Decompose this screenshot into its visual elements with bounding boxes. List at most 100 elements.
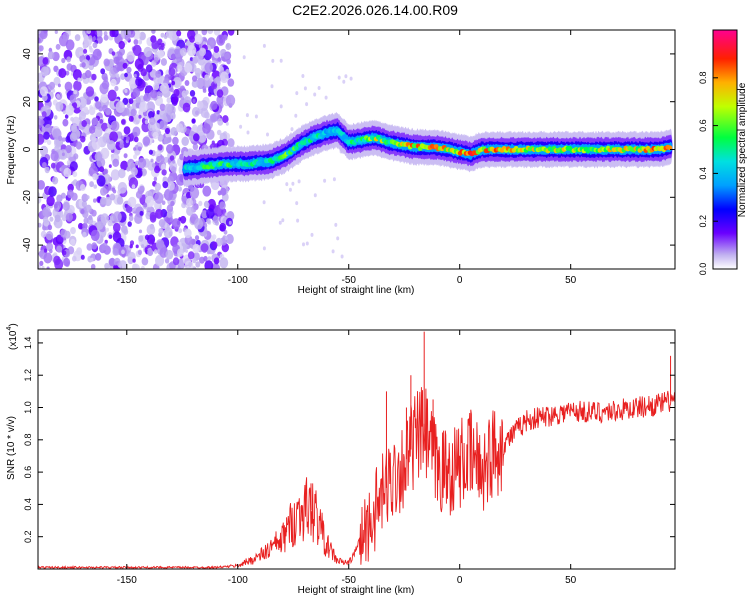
noise-blob: [163, 188, 174, 201]
noise-blob: [73, 80, 82, 92]
noise-blob: [301, 74, 305, 78]
noise-blob: [127, 196, 137, 208]
noise-blob: [65, 104, 75, 116]
noise-blob: [170, 166, 177, 174]
noise-blob: [310, 232, 314, 237]
noise-blob: [217, 57, 222, 62]
noise-blob: [225, 94, 236, 107]
x-tick-label: 50: [565, 575, 577, 586]
noise-blob: [90, 257, 94, 262]
spectrogram-y-ticks: -40 -20 0 20 40: [22, 48, 675, 252]
noise-blob: [225, 121, 229, 126]
snr-marks: [38, 331, 675, 569]
noise-blob: [48, 81, 56, 90]
noise-blob: [224, 212, 228, 217]
noise-blob: [172, 96, 179, 105]
noise-blob: [170, 127, 178, 136]
noise-blob: [70, 238, 76, 246]
noise-blob: [108, 234, 113, 239]
noise-blob: [39, 260, 44, 266]
noise-blob: [107, 89, 117, 102]
noise-blob: [204, 201, 210, 209]
noise-blob: [157, 144, 163, 151]
y-tick-label: 1.2: [23, 369, 33, 382]
noise-blob: [334, 222, 338, 227]
noise-blob: [72, 116, 80, 127]
noise-blob: [62, 32, 70, 41]
noise-blob: [210, 100, 218, 110]
noise-blob: [113, 211, 122, 223]
noise-blob: [39, 145, 49, 156]
noise-blob: [38, 222, 42, 228]
x-tick-label: -50: [342, 575, 357, 586]
noise-blob: [151, 163, 156, 168]
noise-blob: [137, 39, 143, 45]
noise-blob: [55, 43, 61, 50]
noise-blob: [49, 216, 54, 222]
x-tick-label: -50: [342, 275, 357, 286]
noise-blob: [220, 187, 227, 196]
noise-blob: [56, 93, 61, 99]
noise-blob: [69, 94, 77, 104]
noise-blob: [212, 241, 218, 249]
noise-blob: [50, 162, 56, 169]
noise-blob: [139, 185, 145, 193]
noise-blob: [54, 214, 61, 223]
noise-blob: [66, 56, 72, 63]
noise-blob: [161, 200, 166, 205]
noise-blob: [195, 50, 204, 61]
noise-blob: [201, 30, 208, 36]
noise-blob: [137, 157, 147, 169]
x-tick-label: 0: [457, 275, 463, 286]
noise-blob: [115, 101, 126, 113]
noise-blob: [202, 185, 212, 197]
noise-blob: [85, 204, 92, 213]
noise-blob: [143, 46, 152, 58]
noise-blob: [53, 115, 58, 120]
noise-blob: [53, 76, 61, 86]
noise-blob: [55, 101, 64, 112]
noise-blob: [227, 138, 235, 148]
noise-blob: [102, 132, 111, 144]
noise-blob: [159, 103, 166, 112]
noise-blob: [202, 123, 211, 134]
snr-y-ticks: 0.2 0.4 0.6 0.8 1.0 1.2 1.4: [23, 337, 675, 543]
noise-blob: [163, 156, 169, 163]
noise-blob: [53, 221, 57, 226]
noise-blob: [213, 257, 220, 265]
noise-blob: [129, 244, 133, 249]
noise-blob: [148, 111, 154, 119]
noise-blob: [126, 51, 135, 62]
noise-blob: [74, 34, 81, 42]
noise-blob: [164, 103, 173, 114]
noise-blob: [166, 204, 174, 213]
noise-blob: [227, 30, 235, 36]
noise-blob: [124, 33, 131, 41]
noise-blob: [40, 119, 45, 125]
noise-blob: [212, 215, 219, 224]
noise-blob: [91, 73, 97, 81]
x-tick-label: -150: [117, 275, 137, 286]
noise-blob: [42, 216, 49, 224]
noise-blob: [176, 123, 184, 133]
noise-blob: [127, 221, 132, 227]
noise-blob: [313, 193, 317, 198]
noise-blob: [142, 136, 151, 146]
noise-blob: [163, 111, 173, 123]
noise-blob: [99, 119, 104, 124]
noise-blob: [81, 62, 86, 68]
snr-scale-exponent: 4: [6, 327, 13, 331]
chart-title: C2E2.2026.026.14.00.R09: [292, 2, 458, 18]
colorbar-tick-label: 0.4: [698, 167, 708, 180]
noise-blob: [78, 110, 87, 120]
noise-blob: [216, 89, 224, 98]
noise-blob: [118, 40, 125, 50]
noise-blob: [38, 37, 41, 44]
noise-blob: [54, 258, 64, 269]
noise-blob: [115, 73, 120, 78]
noise-blob: [41, 265, 45, 269]
noise-blob: [118, 168, 126, 179]
noise-blob: [120, 135, 125, 140]
noise-blob: [207, 198, 216, 210]
